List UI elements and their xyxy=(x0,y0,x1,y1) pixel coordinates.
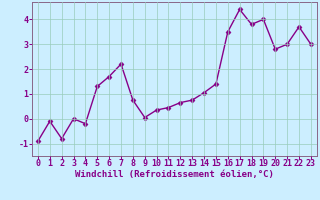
X-axis label: Windchill (Refroidissement éolien,°C): Windchill (Refroidissement éolien,°C) xyxy=(75,170,274,179)
